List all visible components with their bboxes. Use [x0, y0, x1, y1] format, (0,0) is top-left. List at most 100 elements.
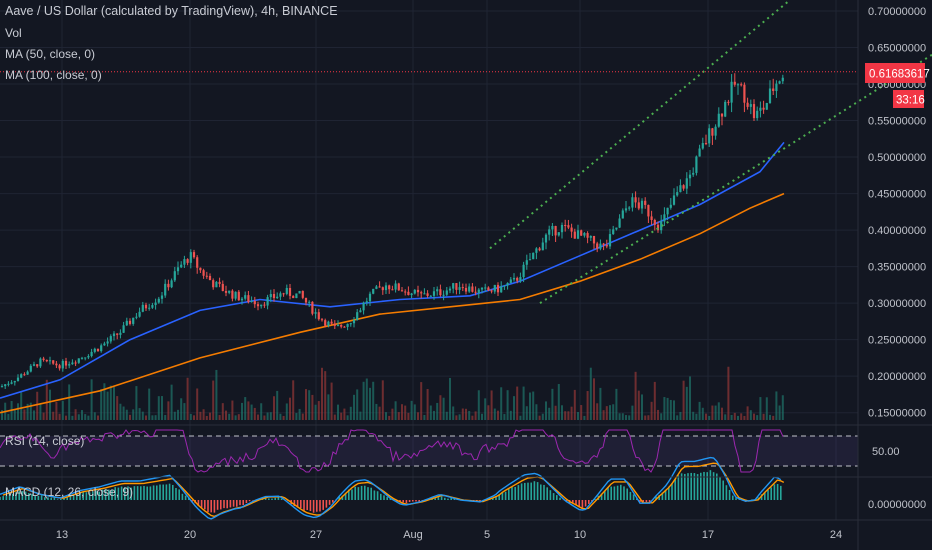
macd-histogram-bar	[623, 486, 625, 500]
volume-bar	[641, 394, 643, 420]
price-badge-value: 0.61683617	[869, 69, 930, 81]
candle-body	[522, 264, 525, 278]
macd-pane[interactable]	[0, 456, 785, 520]
macd-histogram-bar	[248, 500, 251, 502]
candle-body	[205, 275, 208, 277]
volume-bar	[628, 415, 631, 420]
volume-bar	[458, 414, 461, 420]
macd-histogram-bar	[197, 500, 200, 507]
volume-bar	[701, 407, 704, 420]
macd-histogram-bar	[620, 484, 622, 500]
volume-bar	[436, 402, 439, 420]
time-axis[interactable]: 13 20 27 Aug 5 10 17 24	[56, 529, 842, 541]
candle-body	[196, 257, 199, 268]
price-axis[interactable]: 0.700000000.650000000.600000000.55000000…	[868, 6, 926, 511]
macd-histogram-bar	[162, 484, 164, 500]
candle-body	[176, 267, 180, 272]
macd-histogram-bar	[770, 487, 772, 500]
volume-bar	[743, 415, 746, 420]
volume-bar	[199, 411, 202, 420]
volume-bar	[570, 406, 573, 420]
candle-body	[144, 304, 148, 309]
candle-body	[493, 284, 496, 292]
candle-body	[400, 290, 404, 292]
macd-histogram-bar	[92, 491, 94, 500]
symbol-title[interactable]: Aave / US Dollar (calculated by TradingV…	[5, 4, 338, 18]
volume-bar	[602, 410, 605, 420]
candle-body	[560, 224, 564, 233]
macd-histogram-bar	[376, 491, 379, 500]
volume-bar	[609, 405, 611, 420]
volume-bar	[157, 396, 160, 420]
volume-bar	[353, 394, 355, 420]
candle-body	[528, 259, 532, 261]
volume-bar	[445, 411, 448, 420]
legend-rsi[interactable]: RSI (14, close)	[5, 434, 85, 448]
time-tick-label: 5	[484, 529, 490, 541]
macd-tick-label: 0.00000000	[868, 499, 926, 511]
candle-body	[212, 280, 215, 288]
volume-bar	[263, 415, 266, 420]
macd-histogram-bar	[133, 486, 136, 500]
volume-bar	[234, 415, 237, 420]
volume-bar	[551, 388, 554, 420]
volume-bar	[125, 409, 128, 420]
volume-bar	[580, 405, 583, 420]
macd-histogram-bar	[626, 488, 628, 500]
legend-macd[interactable]: MACD (12, 26, close, 9)	[5, 485, 134, 499]
candle-body	[157, 298, 160, 303]
time-tick-label: Aug	[403, 529, 423, 541]
candle-body	[180, 264, 183, 268]
macd-histogram-bar	[543, 484, 545, 500]
candle-body	[519, 277, 522, 281]
macd-histogram-bar	[309, 500, 312, 512]
macd-histogram-bar	[434, 498, 436, 500]
macd-histogram-bar	[172, 484, 174, 500]
volume-bar	[71, 415, 74, 420]
volume-bar	[276, 390, 279, 420]
candle-body	[474, 291, 477, 293]
macd-histogram-bar	[578, 500, 580, 508]
legend-ma50[interactable]: MA (50, close, 0)	[5, 47, 96, 61]
volume-bar	[660, 413, 663, 420]
candle-body	[672, 195, 676, 205]
macd-histogram-bar	[584, 500, 587, 507]
candle-body	[381, 287, 384, 291]
macd-histogram-bar	[530, 482, 532, 500]
volume-bar	[730, 414, 733, 420]
macd-histogram-bar	[632, 494, 635, 500]
trend-channel[interactable]	[489, 0, 932, 304]
macd-histogram-bar	[517, 485, 520, 500]
candle-body	[637, 202, 640, 209]
macd-histogram-bar	[604, 490, 606, 500]
volume-bar	[81, 410, 83, 420]
candle-body	[202, 270, 205, 276]
legend-ma100[interactable]: MA (100, close, 0)	[5, 68, 102, 82]
candle-body	[656, 224, 660, 231]
macd-histogram-bar	[111, 489, 113, 500]
macd-histogram-bar	[95, 490, 97, 500]
volume-bar	[362, 381, 365, 420]
candle-body	[682, 185, 685, 189]
candle-body	[653, 219, 656, 225]
macd-signal-line	[2, 462, 785, 518]
macd-histogram-bar	[274, 497, 276, 500]
macd-histogram-bar	[760, 494, 763, 500]
macd-histogram-bar	[450, 497, 452, 500]
macd-histogram-bar	[405, 500, 408, 504]
candle-body	[330, 321, 333, 324]
macd-histogram-bar	[764, 492, 766, 500]
macd-histogram-bar	[280, 498, 283, 500]
macd-histogram-bar	[229, 500, 232, 508]
volume-bar	[695, 413, 698, 420]
candle-body	[752, 104, 756, 119]
rsi-pane[interactable]	[0, 429, 858, 473]
candle-body	[375, 286, 378, 289]
macd-histogram-bar	[2, 496, 4, 500]
legend-volume[interactable]: Vol	[5, 26, 22, 40]
volume-bar	[567, 411, 570, 420]
macd-histogram-bar	[668, 486, 670, 500]
macd-histogram-bar	[316, 500, 318, 512]
candle-body	[650, 216, 653, 220]
